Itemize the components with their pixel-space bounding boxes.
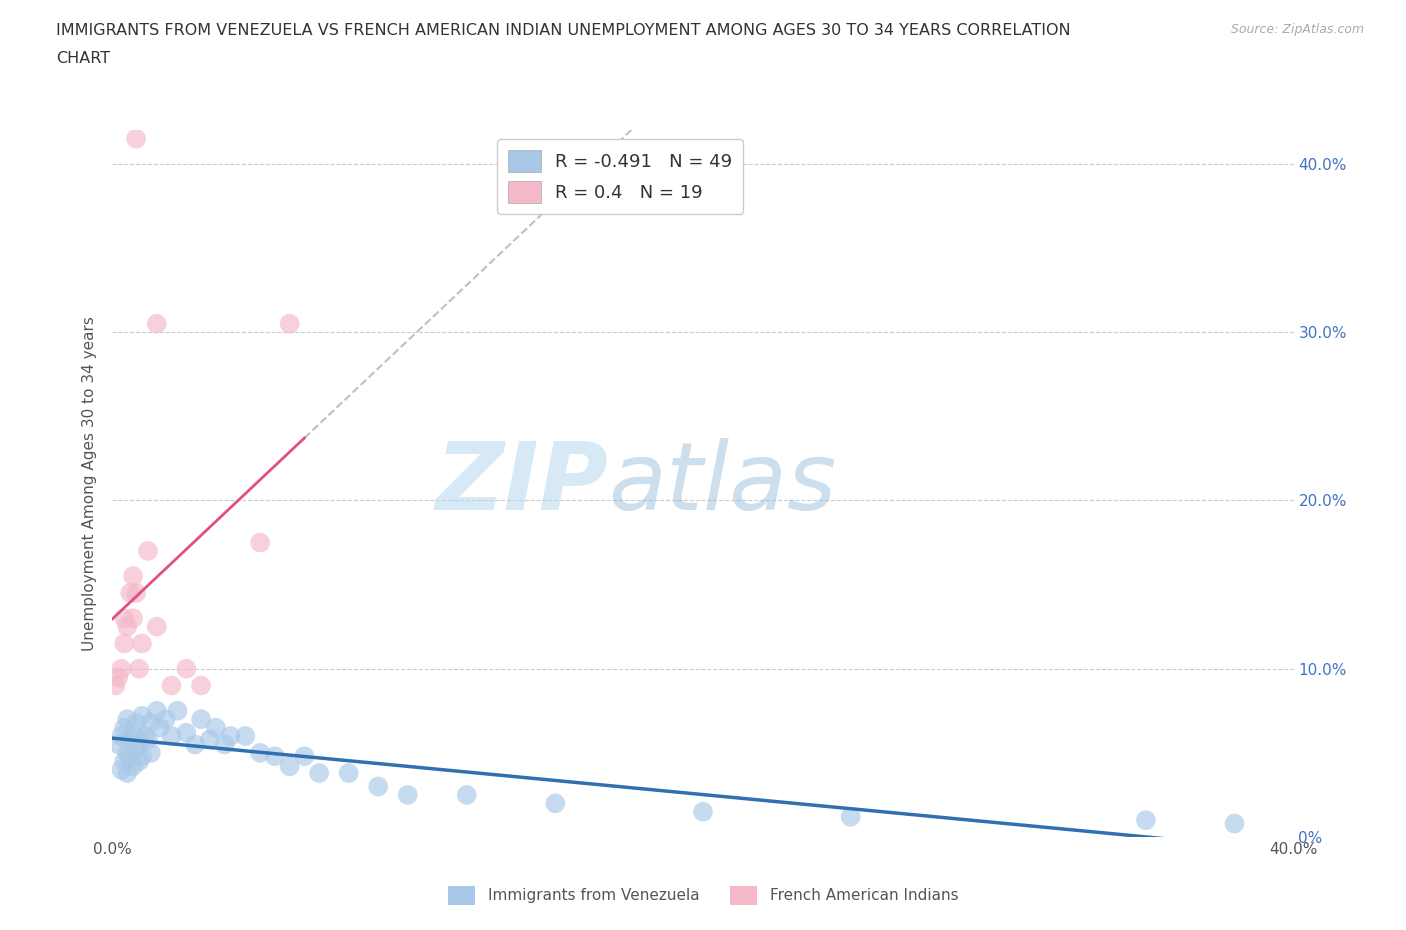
Point bbox=[190, 711, 212, 726]
Point bbox=[205, 720, 228, 735]
Text: CHART: CHART bbox=[56, 51, 110, 66]
Point bbox=[128, 754, 150, 769]
Point bbox=[117, 711, 138, 726]
Point bbox=[125, 586, 148, 601]
Point bbox=[146, 316, 169, 331]
Point bbox=[184, 737, 207, 751]
Point bbox=[112, 636, 135, 651]
Point bbox=[544, 796, 567, 811]
Point bbox=[249, 535, 271, 550]
Point bbox=[155, 711, 177, 726]
Point bbox=[160, 728, 183, 743]
Point bbox=[131, 709, 153, 724]
Point bbox=[198, 732, 221, 747]
Point bbox=[692, 804, 714, 819]
Point bbox=[456, 788, 478, 803]
Point bbox=[139, 746, 162, 761]
Point bbox=[117, 765, 138, 780]
Text: Source: ZipAtlas.com: Source: ZipAtlas.com bbox=[1230, 23, 1364, 36]
Point bbox=[120, 749, 142, 764]
Point bbox=[125, 131, 148, 146]
Point bbox=[1223, 817, 1246, 831]
Point bbox=[131, 636, 153, 651]
Point bbox=[128, 661, 150, 676]
Point bbox=[112, 611, 135, 626]
Point bbox=[337, 765, 360, 780]
Point bbox=[120, 732, 142, 747]
Point bbox=[249, 746, 271, 761]
Point bbox=[308, 765, 330, 780]
Point bbox=[264, 749, 287, 764]
Point bbox=[110, 763, 132, 777]
Point bbox=[122, 611, 145, 626]
Point bbox=[367, 779, 389, 794]
Point bbox=[120, 586, 142, 601]
Text: ZIP: ZIP bbox=[436, 438, 609, 529]
Point bbox=[117, 746, 138, 761]
Point bbox=[139, 715, 162, 730]
Point bbox=[214, 737, 236, 751]
Text: IMMIGRANTS FROM VENEZUELA VS FRENCH AMERICAN INDIAN UNEMPLOYMENT AMONG AGES 30 T: IMMIGRANTS FROM VENEZUELA VS FRENCH AMER… bbox=[56, 23, 1071, 38]
Point bbox=[174, 661, 197, 676]
Point bbox=[136, 543, 159, 558]
Point bbox=[396, 788, 419, 803]
Point bbox=[233, 728, 256, 743]
Point bbox=[839, 809, 862, 824]
Point bbox=[166, 703, 188, 718]
Point bbox=[128, 732, 150, 747]
Point bbox=[107, 737, 129, 751]
Point bbox=[122, 759, 145, 774]
Point bbox=[149, 720, 172, 735]
Point bbox=[110, 661, 132, 676]
Point bbox=[1135, 813, 1157, 828]
Point bbox=[160, 678, 183, 693]
Point bbox=[110, 728, 132, 743]
Point bbox=[117, 619, 138, 634]
Point bbox=[134, 728, 156, 743]
Point bbox=[112, 720, 135, 735]
Point bbox=[104, 678, 127, 693]
Point bbox=[125, 742, 148, 757]
Point bbox=[174, 725, 197, 740]
Point bbox=[122, 569, 145, 584]
Point bbox=[122, 725, 145, 740]
Point bbox=[107, 670, 129, 684]
Point bbox=[146, 703, 169, 718]
Point bbox=[112, 754, 135, 769]
Point bbox=[278, 316, 301, 331]
Point bbox=[136, 732, 159, 747]
Point bbox=[278, 759, 301, 774]
Legend: Immigrants from Venezuela, French American Indians: Immigrants from Venezuela, French Americ… bbox=[441, 880, 965, 910]
Point bbox=[146, 619, 169, 634]
Point bbox=[219, 728, 242, 743]
Point bbox=[292, 749, 315, 764]
Text: atlas: atlas bbox=[609, 438, 837, 529]
Point bbox=[125, 715, 148, 730]
Point bbox=[190, 678, 212, 693]
Point bbox=[131, 749, 153, 764]
Y-axis label: Unemployment Among Ages 30 to 34 years: Unemployment Among Ages 30 to 34 years bbox=[82, 316, 97, 651]
